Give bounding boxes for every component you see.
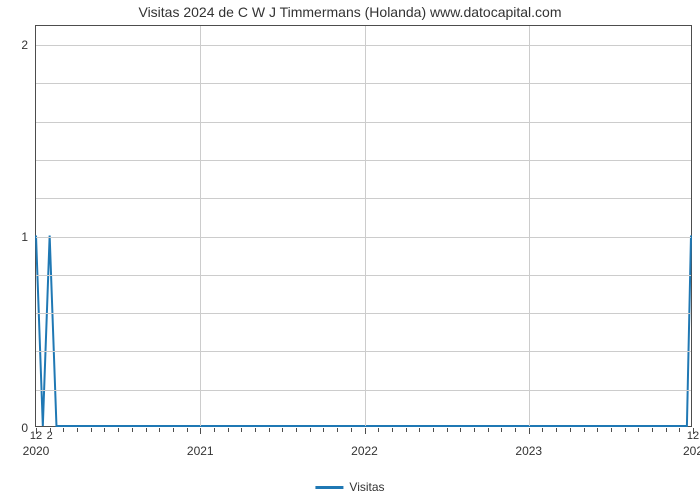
x-tick-label: 2023 [515, 444, 542, 458]
x-tick-minor [310, 428, 311, 432]
x-tick-minor [351, 428, 352, 432]
x-tick-minor [173, 428, 174, 432]
x-tick-minor [597, 428, 598, 432]
x-tick-minor [460, 428, 461, 432]
grid-h-minor [36, 313, 691, 314]
x-tick-minor [433, 428, 434, 432]
x-tick-major [200, 428, 201, 434]
x-tick-label: 2020 [23, 444, 50, 458]
grid-h-major [36, 237, 691, 238]
grid-h-minor [36, 122, 691, 123]
x-tick-minor [474, 428, 475, 432]
x-tick-minor [118, 428, 119, 432]
plot-area: 012202020212022202320212212 [35, 25, 692, 427]
grid-h-minor [36, 390, 691, 391]
x-tick-minor [584, 428, 585, 432]
x-tick-minor [447, 428, 448, 432]
legend-label: Visitas [349, 480, 384, 494]
x-tick-minor [625, 428, 626, 432]
month-label: 12 [687, 430, 699, 442]
chart-title: Visitas 2024 de C W J Timmermans (Holand… [0, 4, 700, 20]
x-tick-minor [241, 428, 242, 432]
x-tick-minor [638, 428, 639, 432]
x-tick-minor [159, 428, 160, 432]
x-tick-minor [146, 428, 147, 432]
grid-h-minor [36, 198, 691, 199]
x-tick-minor [323, 428, 324, 432]
x-tick-label: 2022 [351, 444, 378, 458]
x-tick-major [529, 428, 530, 434]
x-tick-major [365, 428, 366, 434]
line-series [36, 26, 691, 426]
grid-h-minor [36, 351, 691, 352]
y-tick-label: 0 [21, 421, 28, 435]
x-tick-minor [679, 428, 680, 432]
x-tick-minor [77, 428, 78, 432]
y-tick-label: 2 [21, 38, 28, 52]
x-tick-minor [515, 428, 516, 432]
x-tick-minor [214, 428, 215, 432]
x-tick-minor [406, 428, 407, 432]
x-tick-minor [132, 428, 133, 432]
x-tick-minor [104, 428, 105, 432]
x-tick-minor [187, 428, 188, 432]
month-label: 12 [30, 430, 42, 442]
x-tick-minor [556, 428, 557, 432]
x-tick-minor [666, 428, 667, 432]
x-tick-minor [652, 428, 653, 432]
grid-h-minor [36, 83, 691, 84]
x-tick-minor [91, 428, 92, 432]
x-tick-minor [488, 428, 489, 432]
grid-v-major [529, 26, 530, 426]
month-label: 2 [47, 430, 53, 442]
x-tick-minor [378, 428, 379, 432]
x-tick-label: 2021 [187, 444, 214, 458]
x-tick-minor [296, 428, 297, 432]
x-tick-minor [337, 428, 338, 432]
x-tick-minor [570, 428, 571, 432]
x-tick-minor [282, 428, 283, 432]
legend-swatch [315, 486, 343, 489]
x-tick-minor [255, 428, 256, 432]
grid-h-major [36, 45, 691, 46]
x-tick-minor [228, 428, 229, 432]
visitas-line [36, 236, 691, 426]
grid-h-minor [36, 160, 691, 161]
legend: Visitas [315, 480, 384, 494]
x-tick-label: 202 [683, 444, 700, 458]
grid-v-major [200, 26, 201, 426]
x-tick-minor [63, 428, 64, 432]
x-tick-minor [611, 428, 612, 432]
x-tick-minor [501, 428, 502, 432]
x-tick-minor [542, 428, 543, 432]
x-tick-minor [419, 428, 420, 432]
grid-v-major [365, 26, 366, 426]
grid-h-minor [36, 275, 691, 276]
y-tick-label: 1 [21, 230, 28, 244]
x-tick-minor [392, 428, 393, 432]
x-tick-minor [269, 428, 270, 432]
